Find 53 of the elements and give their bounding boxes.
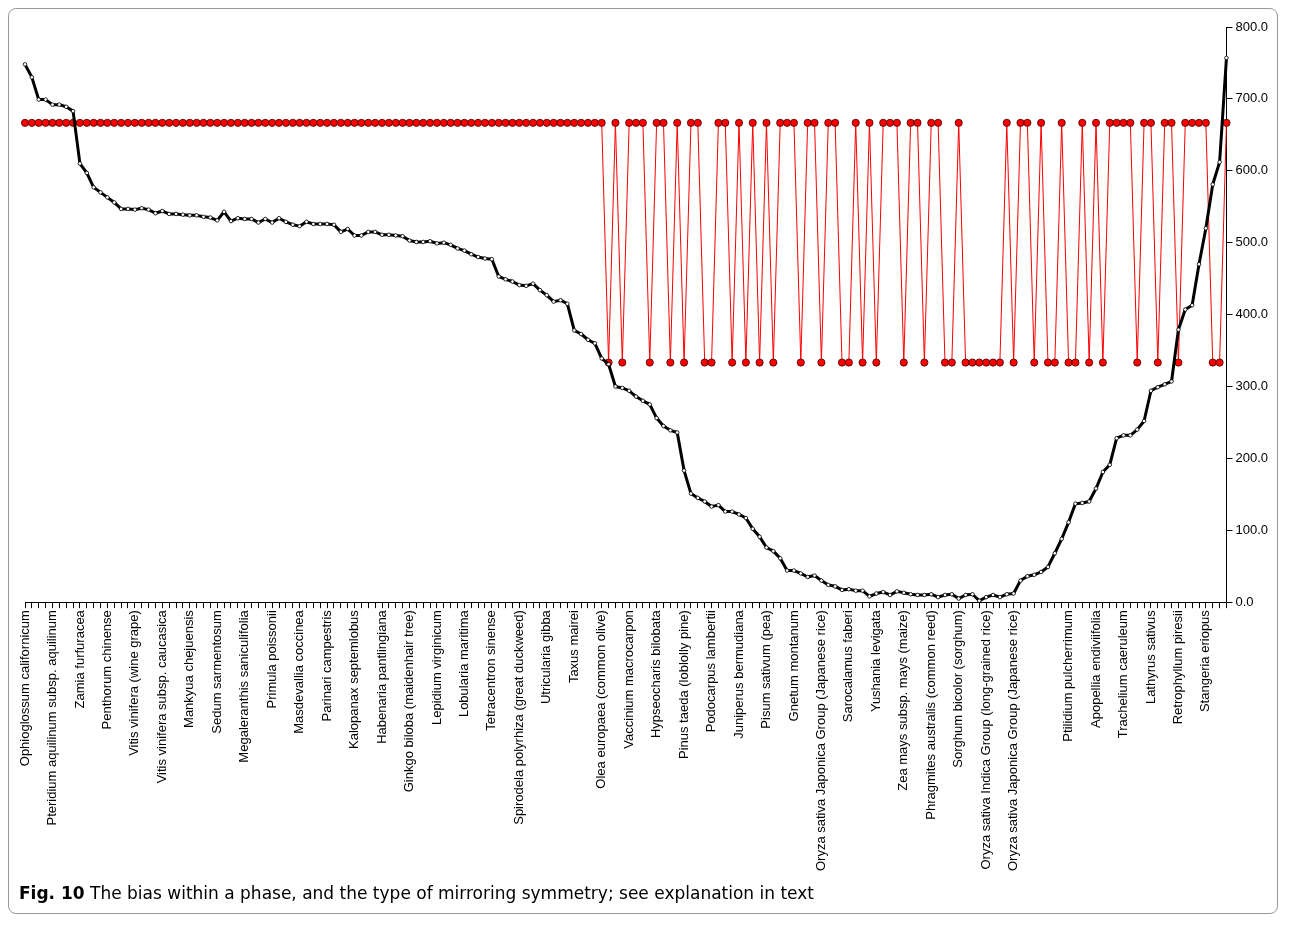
x-tick-label: Oryza sativa Japonica Group (Japanese rice)	[812, 610, 828, 872]
x-tick-label: Retrophyllum piresii	[1169, 610, 1185, 725]
x-tick-label: Olea europaea (common olive)	[593, 610, 609, 789]
y-tick-label: 600.0	[1235, 162, 1269, 178]
x-tick-label: Utricularia gibba	[538, 609, 554, 705]
x-tick-label: Stangeria eriopus	[1197, 609, 1213, 713]
x-tick-label: Penthorum chinense	[98, 610, 114, 730]
x-tick-label: Mankyua chejuensis	[181, 609, 197, 728]
x-tick-label: Tetracentron sinense	[483, 610, 499, 731]
x-tick-label: Megaleranthis saniculifolia	[236, 609, 252, 763]
x-tick-label: Ophioglossum californicum	[16, 610, 32, 767]
x-tick-label: Taxus mairei	[565, 610, 581, 684]
y-tick-label: 500.0	[1235, 234, 1269, 250]
x-tick-label: Ptilidium pulcherrimum	[1060, 610, 1076, 742]
caption: Fig. 10 The bias within a phase, and the type of mirroring symmetry; see explanation in text	[19, 883, 814, 903]
x-tick-label: Zamia furfuracea	[71, 609, 87, 709]
y-tick-label: 100.0	[1235, 521, 1269, 537]
x-tick-label: Lobularia maritima	[455, 609, 471, 718]
x-tick-label: Lepidium virginicum	[428, 610, 444, 726]
x-tick-label: Parinari campestris	[318, 609, 334, 722]
x-tick-label: Vaccinium macrocarpon	[620, 610, 636, 749]
x-tick-label: Masdevallia coccinea	[291, 609, 307, 734]
x-tick-label: Sedum sarmentosum	[208, 610, 224, 734]
y-tick-label: 800.0	[1235, 18, 1269, 34]
x-tick-label: Gnetum montanum	[785, 610, 801, 722]
x-tick-label: Apopellia endiviifolia	[1087, 609, 1103, 728]
x-tick-label: Trachelium caeruleum	[1115, 610, 1131, 739]
x-tick-label: Oryza sativa Indica Group (long-grained rice)	[977, 610, 993, 870]
x-tick-label: Vitis vinifera subsp. caucasica	[153, 609, 169, 784]
x-tick-label: Vitis vinifera (wine grape)	[126, 610, 142, 756]
x-tick-label: Podocarpus lambertii	[703, 610, 719, 733]
x-tick-label: Hypseocharis bilobata	[648, 609, 664, 739]
x-tick-label: Pinus taeda (loblolly pine)	[675, 610, 691, 760]
x-tick-label: Primula poissonii	[263, 610, 279, 709]
x-tick-label: Pisum sativum (pea)	[758, 610, 774, 729]
x-tick-label: Yushania levigata	[867, 609, 883, 713]
x-tick-label: Oryza sativa Japonica Group (Japanese rice)	[1005, 610, 1021, 872]
x-tick-label: Pteridium aquilinum subsp. aquilinum	[44, 610, 60, 826]
x-tick-label: Sorghum bicolor (sorghum)	[950, 610, 966, 768]
x-tick-label: Spirodela polyrhiza (great duckweed)	[510, 610, 526, 825]
y-tick-label: 300.0	[1235, 378, 1269, 394]
x-tick-label: Sarocalamus faberi	[840, 610, 856, 723]
x-tick-label: Juniperus bermudiana	[730, 609, 746, 739]
x-tick-label: Ginkgo biloba (maidenhair tree)	[401, 610, 417, 793]
y-tick-label: 200.0	[1235, 449, 1269, 465]
x-tick-label: Lathyrus sativus	[1142, 609, 1158, 705]
x-tick-label: Phragmites australis (common reed)	[922, 610, 938, 820]
y-tick-label: 700.0	[1235, 90, 1269, 106]
x-tick-label: Zea mays subsp. mays (maize)	[895, 610, 911, 791]
y-tick-label: 0.0	[1235, 593, 1254, 609]
y-tick-label: 400.0	[1235, 306, 1269, 322]
x-tick-label: Kalopanax septemlobus	[346, 609, 362, 749]
x-tick-label: Habenaria pantlingiana	[373, 609, 389, 744]
